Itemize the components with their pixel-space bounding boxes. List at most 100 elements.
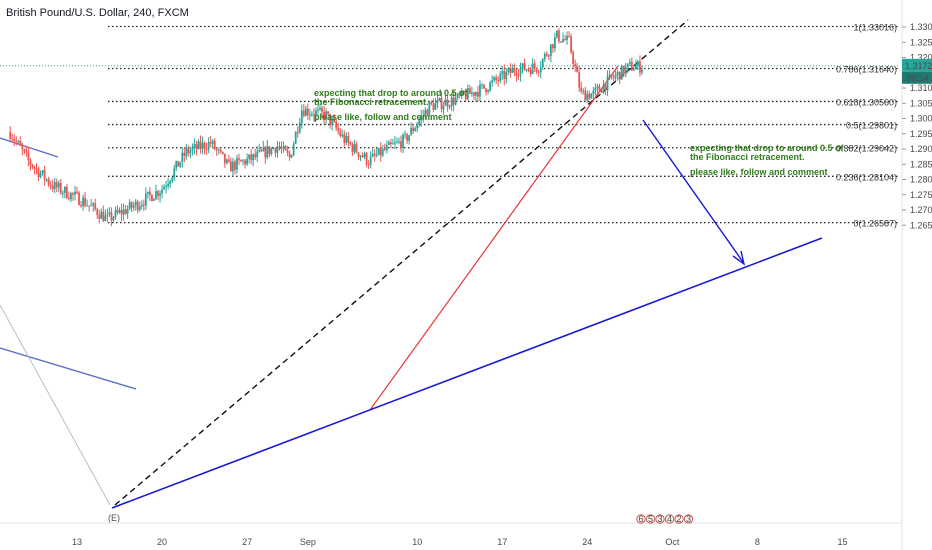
- candle: [641, 65, 643, 75]
- candle: [29, 157, 32, 171]
- symbol-title[interactable]: British Pound/U.S. Dollar, 240, FXCM: [6, 7, 189, 19]
- price-tick-label[interactable]: 1.32000: [910, 53, 932, 63]
- candle-body: [302, 110, 305, 117]
- event-badge-label[interactable]: 5: [648, 514, 653, 524]
- candle: [35, 163, 38, 175]
- candle: [86, 199, 89, 207]
- current-price-tag[interactable]: 1.31728 39:14: [902, 58, 932, 84]
- time-tick-label[interactable]: Oct: [665, 537, 680, 547]
- candle-body: [264, 147, 267, 158]
- countdown-label[interactable]: 39:14: [906, 73, 929, 83]
- candle: [606, 70, 609, 96]
- candle-body: [315, 110, 317, 116]
- price-tick-label[interactable]: 1.33000: [910, 22, 932, 32]
- time-tick-label[interactable]: 20: [157, 537, 167, 547]
- price-tick-label[interactable]: 1.29500: [910, 129, 932, 139]
- candle-body: [325, 111, 327, 120]
- candle-body: [568, 35, 570, 37]
- candle-body: [175, 160, 178, 169]
- candle-body: [434, 103, 437, 110]
- time-tick-label[interactable]: 15: [837, 537, 847, 547]
- price-tick-label[interactable]: 1.32500: [910, 37, 932, 47]
- candle-body: [254, 154, 257, 158]
- event-badge[interactable]: 2: [674, 514, 684, 524]
- candle-body: [549, 44, 552, 57]
- candle-body: [45, 179, 48, 181]
- event-badge[interactable]: 6: [636, 514, 646, 524]
- candle: [343, 130, 346, 147]
- candle-body: [329, 113, 332, 125]
- time-tick-label[interactable]: 8: [755, 537, 760, 547]
- time-tick-label[interactable]: 17: [497, 537, 507, 547]
- price-tick-label[interactable]: 1.30500: [910, 98, 932, 108]
- price-tag-label[interactable]: 1.31728: [905, 61, 932, 71]
- time-tick-label[interactable]: 10: [412, 537, 422, 547]
- candle: [244, 159, 246, 169]
- event-badge-label[interactable]: 2: [676, 514, 681, 524]
- event-badge[interactable]: 5: [645, 514, 656, 524]
- candle-body: [256, 151, 259, 158]
- event-badge-circle: [664, 514, 675, 524]
- event-badge[interactable]: 3: [655, 514, 665, 524]
- candle-body: [641, 69, 643, 73]
- candle: [195, 140, 198, 156]
- price-tick-label[interactable]: 1.28000: [910, 175, 932, 185]
- candle-body: [460, 90, 463, 96]
- candle: [521, 62, 524, 74]
- price-tick-label[interactable]: 1.31000: [910, 83, 932, 93]
- event-badge-label[interactable]: 6: [638, 514, 643, 524]
- candle-body: [485, 88, 487, 93]
- candle: [325, 108, 327, 125]
- candle-body: [564, 39, 566, 41]
- candle: [608, 69, 611, 80]
- candle: [203, 141, 206, 155]
- time-tick-label[interactable]: 24: [582, 537, 592, 547]
- price-tick-label[interactable]: 1.27500: [910, 190, 932, 200]
- candle: [466, 84, 469, 101]
- price-tick-label[interactable]: 1.26500: [910, 220, 932, 230]
- candle-body: [17, 141, 20, 143]
- candle-body: [195, 144, 198, 150]
- event-badge[interactable]: 3: [683, 514, 694, 524]
- candle-body: [304, 108, 307, 117]
- candle-body: [15, 140, 18, 142]
- candle-body: [418, 120, 421, 125]
- event-badge-label[interactable]: 3: [657, 514, 662, 524]
- candle-body: [351, 144, 354, 152]
- price-axis[interactable]: 1.330001.325001.320001.315001.310001.305…: [901, 0, 932, 550]
- candle: [294, 131, 297, 145]
- candle-body: [630, 61, 633, 71]
- event-badge-label[interactable]: 3: [686, 514, 691, 524]
- time-tick-label[interactable]: 13: [72, 537, 82, 547]
- candle: [499, 70, 502, 84]
- time-tick-label[interactable]: 27: [242, 537, 252, 547]
- candle-body: [197, 141, 200, 150]
- candle: [124, 204, 127, 215]
- time-axis[interactable]: 13 20 27 Sep 10 17 24 Oct 8 15: [0, 522, 902, 547]
- price-tick-label[interactable]: 1.28500: [910, 159, 932, 169]
- price-tick-label[interactable]: 1.27000: [910, 205, 932, 215]
- candle: [72, 192, 74, 201]
- candle: [286, 145, 289, 157]
- price-tick-label[interactable]: 1.30000: [910, 114, 932, 124]
- candle-body: [414, 128, 417, 132]
- candle: [446, 95, 449, 112]
- candle-body: [359, 155, 362, 157]
- candle-body: [236, 158, 238, 170]
- candle-body: [592, 90, 595, 94]
- candle-body: [533, 63, 536, 68]
- event-badge[interactable]: 4: [664, 514, 675, 524]
- candle: [217, 147, 220, 155]
- candle-body: [450, 97, 453, 107]
- price-tick-label[interactable]: 1.29000: [910, 144, 932, 154]
- candle: [292, 141, 295, 157]
- candle: [586, 90, 589, 103]
- candle-body: [361, 155, 364, 158]
- candle-body: [513, 68, 516, 73]
- candle-body: [242, 160, 244, 162]
- event-badge-label[interactable]: 4: [667, 514, 672, 524]
- candle-body: [217, 149, 220, 151]
- time-tick-label[interactable]: Sep: [300, 537, 316, 547]
